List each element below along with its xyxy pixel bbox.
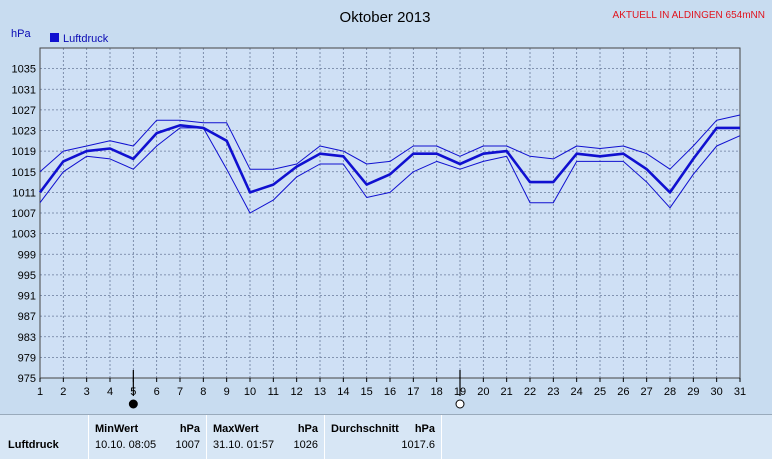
x-tick-label: 21 bbox=[501, 386, 513, 398]
y-tick-label: 979 bbox=[18, 352, 36, 364]
moon-markers bbox=[128, 370, 465, 409]
max-header: MaxWert bbox=[213, 423, 259, 435]
full-moon-icon bbox=[455, 399, 465, 409]
series-lines bbox=[38, 114, 741, 214]
x-tick-label: 18 bbox=[431, 386, 443, 398]
y-tick-label: 991 bbox=[18, 291, 36, 303]
y-tick-label: 1007 bbox=[12, 208, 36, 220]
x-tick-label: 2 bbox=[60, 386, 66, 398]
x-tick-label: 16 bbox=[384, 386, 396, 398]
y-tick-label: 1027 bbox=[12, 105, 36, 117]
pressure-chart: Oktober 2013 AKTUELL IN ALDINGEN 654mNN … bbox=[11, 9, 765, 409]
y-tick-label: 1011 bbox=[12, 187, 36, 199]
x-axis-ticks: 1234567891011121314151617181920212223242… bbox=[37, 378, 746, 398]
y-tick-label: 983 bbox=[18, 332, 36, 344]
x-tick-label: 30 bbox=[711, 386, 723, 398]
y-tick-label: 987 bbox=[18, 311, 36, 323]
min-time: 10.10. 08:05 bbox=[95, 439, 157, 451]
x-tick-label: 3 bbox=[84, 386, 90, 398]
legend-label: Luftdruck bbox=[63, 33, 109, 45]
x-tick-label: 13 bbox=[314, 386, 326, 398]
min-value: 1007 bbox=[175, 439, 200, 451]
max-time: 31.10. 01:57 bbox=[213, 439, 275, 451]
x-tick-label: 20 bbox=[477, 386, 489, 398]
y-tick-label: 1023 bbox=[12, 126, 36, 138]
x-tick-label: 28 bbox=[664, 386, 676, 398]
max-cell: MaxWert hPa 31.10. 01:57 1026 bbox=[206, 415, 324, 459]
y-axis-ticks: 975 979 983 987 991 995 999 1003 1007 1011 1015 101… bbox=[12, 64, 36, 385]
x-tick-label: 24 bbox=[571, 386, 583, 398]
x-tick-label: 31 bbox=[734, 386, 746, 398]
chart-title: Oktober 2013 bbox=[340, 9, 431, 26]
x-tick-label: 17 bbox=[407, 386, 419, 398]
y-tick-label: 1003 bbox=[12, 229, 36, 241]
new-moon-icon bbox=[128, 399, 138, 409]
series-line-mean bbox=[38, 124, 740, 194]
x-tick-label: 6 bbox=[154, 386, 160, 398]
y-tick-label: 995 bbox=[18, 270, 36, 282]
x-tick-label: 27 bbox=[641, 386, 653, 398]
y-axis-unit: hPa bbox=[11, 28, 31, 40]
max-unit: hPa bbox=[297, 423, 318, 435]
row-label-cell: Luftdruck bbox=[0, 415, 88, 459]
avg-header: Durchschnitt bbox=[331, 423, 399, 435]
x-tick-label: 12 bbox=[291, 386, 303, 398]
avg-cell: Durchschnitt hPa 1017.6 bbox=[324, 415, 442, 459]
x-tick-label: 7 bbox=[177, 386, 183, 398]
y-tick-label: 1015 bbox=[12, 167, 36, 179]
x-tick-label: 15 bbox=[361, 386, 373, 398]
station-label: AKTUELL IN ALDINGEN 654mNN bbox=[613, 10, 765, 21]
y-tick-label: 999 bbox=[18, 249, 36, 261]
x-tick-label: 22 bbox=[524, 386, 536, 398]
x-tick-label: 8 bbox=[200, 386, 206, 398]
series-line-min bbox=[39, 127, 741, 214]
y-tick-label: 1031 bbox=[12, 84, 36, 96]
x-tick-label: 9 bbox=[224, 386, 230, 398]
y-tick-label: 1035 bbox=[12, 64, 36, 76]
x-tick-label: 1 bbox=[37, 386, 43, 398]
x-tick-label: 14 bbox=[337, 386, 349, 398]
avg-value: 1017.6 bbox=[401, 439, 435, 451]
x-tick-label: 25 bbox=[594, 386, 606, 398]
x-tick-label: 11 bbox=[268, 386, 279, 398]
x-tick-label: 23 bbox=[547, 386, 559, 398]
row-label: Luftdruck bbox=[8, 439, 59, 451]
y-tick-label: 1019 bbox=[12, 146, 36, 158]
avg-unit: hPa bbox=[414, 423, 435, 435]
y-tick-label: 975 bbox=[18, 373, 36, 385]
min-header: MinWert bbox=[95, 423, 139, 435]
x-tick-label: 26 bbox=[617, 386, 629, 398]
series-line-max bbox=[39, 114, 741, 173]
min-cell: MinWert hPa 10.10. 08:05 1007 bbox=[88, 415, 206, 459]
x-tick-label: 29 bbox=[687, 386, 699, 398]
x-tick-label: 10 bbox=[244, 386, 256, 398]
max-value: 1026 bbox=[293, 439, 318, 451]
summary-table: Luftdruck MinWert hPa 10.10. 08:05 1007 … bbox=[0, 414, 772, 459]
min-unit: hPa bbox=[179, 423, 200, 435]
legend-swatch bbox=[50, 33, 59, 42]
x-tick-label: 4 bbox=[107, 386, 113, 398]
